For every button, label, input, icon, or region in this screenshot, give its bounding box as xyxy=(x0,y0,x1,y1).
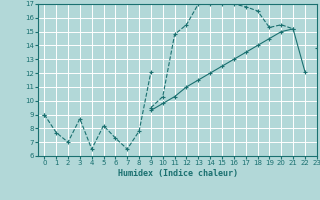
X-axis label: Humidex (Indice chaleur): Humidex (Indice chaleur) xyxy=(118,169,238,178)
